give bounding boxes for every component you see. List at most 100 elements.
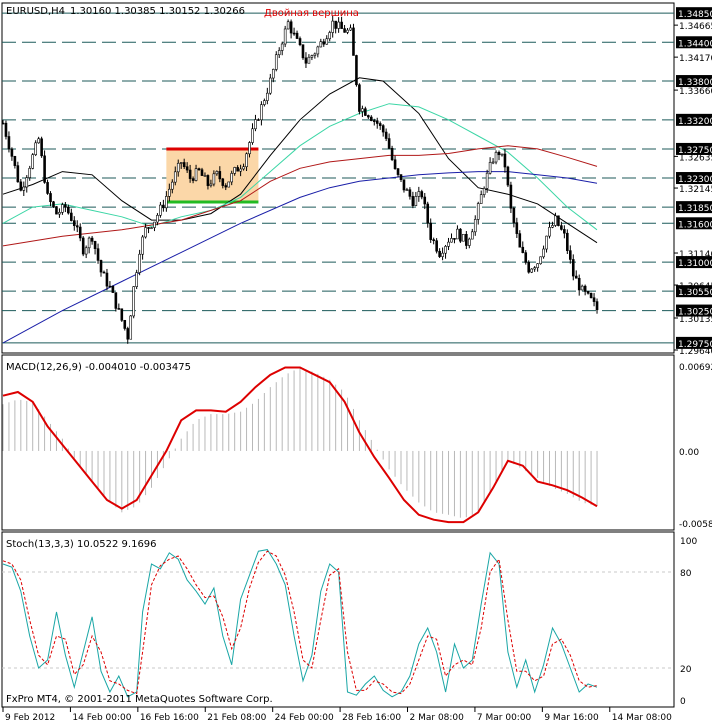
level-label-bg-10 [676, 304, 712, 317]
candle-body [494, 152, 498, 163]
level-label-4: 1.32750 [678, 146, 712, 156]
candle-body [286, 21, 290, 30]
candle-body [90, 237, 94, 242]
candle-body [277, 50, 281, 56]
candle-body [182, 162, 186, 167]
candle-body [390, 147, 394, 161]
level-label-7: 1.31600 [678, 220, 712, 230]
candle-body [31, 154, 35, 169]
candle-body [132, 286, 135, 317]
candle-body [13, 156, 17, 166]
macd-tick-label-0: 0.00692 [679, 363, 712, 373]
time-tick-label-2: 16 Feb 16:00 [140, 713, 199, 723]
candle-body [212, 173, 216, 185]
candle-body [209, 183, 213, 186]
candle-body [402, 179, 406, 191]
candle-body [87, 237, 91, 249]
candle-body [328, 32, 332, 40]
candle-body [512, 207, 516, 223]
candle-body [337, 21, 340, 29]
candle-body [144, 227, 147, 238]
candle-body [81, 237, 85, 255]
candle-body [450, 238, 453, 243]
macd-pane[interactable] [1, 354, 675, 531]
candle-body [346, 29, 349, 33]
stoch-pane[interactable] [1, 531, 675, 708]
candle-body [381, 125, 385, 133]
candle-body [491, 161, 495, 164]
level-label-bg-6 [676, 201, 712, 214]
moving-averages [2, 77, 598, 344]
candle-body [114, 292, 118, 309]
candle-body [7, 136, 11, 150]
time-axis: 9 Feb 2012 14 Feb 00:00 16 Feb 16:00 21 Feb… [2, 707, 672, 723]
candle-body [334, 20, 337, 29]
candle-body [423, 196, 427, 205]
price-tick-label-2: 1.33660 [679, 87, 712, 97]
candle-body [539, 256, 542, 265]
candle-body [280, 43, 284, 51]
candle-body [506, 166, 510, 186]
candle-body [22, 186, 26, 191]
candle-body [283, 28, 287, 45]
candle-body [188, 169, 192, 179]
price-axis: 1.34850 1.34400 1.33800 1.33200 1.32750 1.323… [674, 7, 712, 357]
candle-body [266, 92, 269, 101]
candle-body [25, 177, 29, 188]
candle-body [551, 225, 554, 228]
candle-body [46, 182, 49, 194]
candle-body [218, 171, 222, 180]
candle-body [289, 21, 293, 34]
candle-body [271, 69, 275, 79]
chart-header-symbol: EURUSD,H4 [6, 6, 65, 17]
candle-body [405, 189, 409, 192]
candle-body [524, 252, 528, 263]
level-label-bg-5 [676, 172, 712, 185]
candle-body [417, 191, 421, 197]
candle-body [331, 20, 334, 33]
candle-body [521, 246, 525, 253]
candle-body [233, 167, 236, 174]
level-label-3: 1.33200 [678, 117, 712, 127]
candle-body [577, 277, 581, 291]
candle-body [396, 168, 400, 175]
level-label-11: 1.29750 [678, 340, 712, 350]
candle-body [162, 204, 165, 209]
candle-body [518, 233, 522, 248]
candle-body [369, 116, 373, 121]
candle-body [147, 227, 150, 229]
candle-body [123, 320, 127, 329]
chart-header-ohlc: 1.30160 1.30385 1.30152 1.30266 [70, 6, 245, 17]
candle-body [325, 38, 329, 45]
stoch-title: Stoch(13,3,3) 10.0522 9.1696 [6, 539, 157, 550]
pattern-label: Двойная вершина [264, 8, 359, 19]
candle-body [120, 308, 124, 321]
candle-body [586, 291, 590, 294]
level-label-2: 1.33800 [678, 78, 712, 88]
candle-body [367, 115, 370, 118]
level-label-bg-0 [676, 7, 712, 20]
candle-body [444, 246, 447, 254]
macd-tick-label-1: 0.00 [679, 448, 699, 458]
macd-tick-label-2: -0.00587 [679, 520, 712, 530]
candle-body [292, 32, 296, 35]
level-label-bg-8 [676, 256, 712, 269]
candle-body [307, 56, 311, 64]
candle-body [176, 162, 180, 173]
candle-body [515, 222, 519, 234]
candle-body [230, 173, 234, 183]
candle-body [349, 27, 352, 31]
candle-body [269, 77, 272, 94]
candle-body [248, 142, 251, 155]
candle-body [530, 268, 533, 273]
candle-body [191, 178, 195, 181]
candle-body [224, 185, 228, 188]
candle-body [251, 128, 254, 143]
candle-body [4, 122, 8, 137]
candle-body [96, 248, 100, 261]
macd-signal-line [2, 366, 598, 524]
candle-body [411, 196, 415, 206]
candle-body [420, 191, 424, 198]
candle-body [257, 119, 260, 121]
